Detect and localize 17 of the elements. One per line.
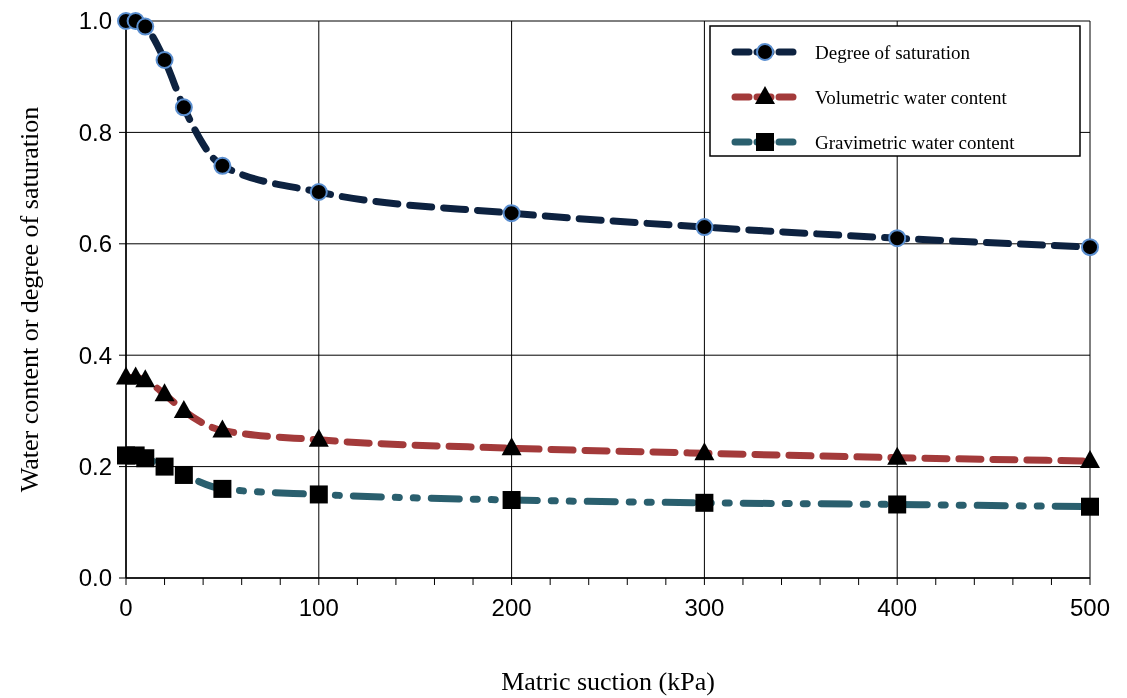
x-tick-label: 0	[119, 594, 133, 621]
x-tick-label: 100	[298, 594, 339, 621]
x-tick-label: 400	[877, 594, 918, 621]
y-tick-label: 0.6	[78, 230, 112, 258]
y-tick-label: 0.4	[78, 341, 112, 369]
x-tick-label: 300	[684, 594, 725, 621]
y-tick-label: 0.8	[78, 118, 112, 146]
y-tick-label: 0.2	[78, 453, 112, 480]
legend-label: Volumetric water content	[815, 86, 1008, 108]
y-tick-label: 0.0	[78, 564, 112, 592]
x-tick-label: 200	[491, 594, 532, 621]
x-tick-label: 500	[1069, 594, 1111, 621]
y-tick-label: 1.0	[78, 7, 112, 35]
legend-label: Gravimetric water content	[815, 131, 1016, 153]
x-axis-title: Matric suction (kPa)	[501, 667, 715, 696]
y-axis-title: Water content or degree of saturation	[15, 106, 44, 493]
legend-label: Degree of saturation	[815, 41, 971, 63]
